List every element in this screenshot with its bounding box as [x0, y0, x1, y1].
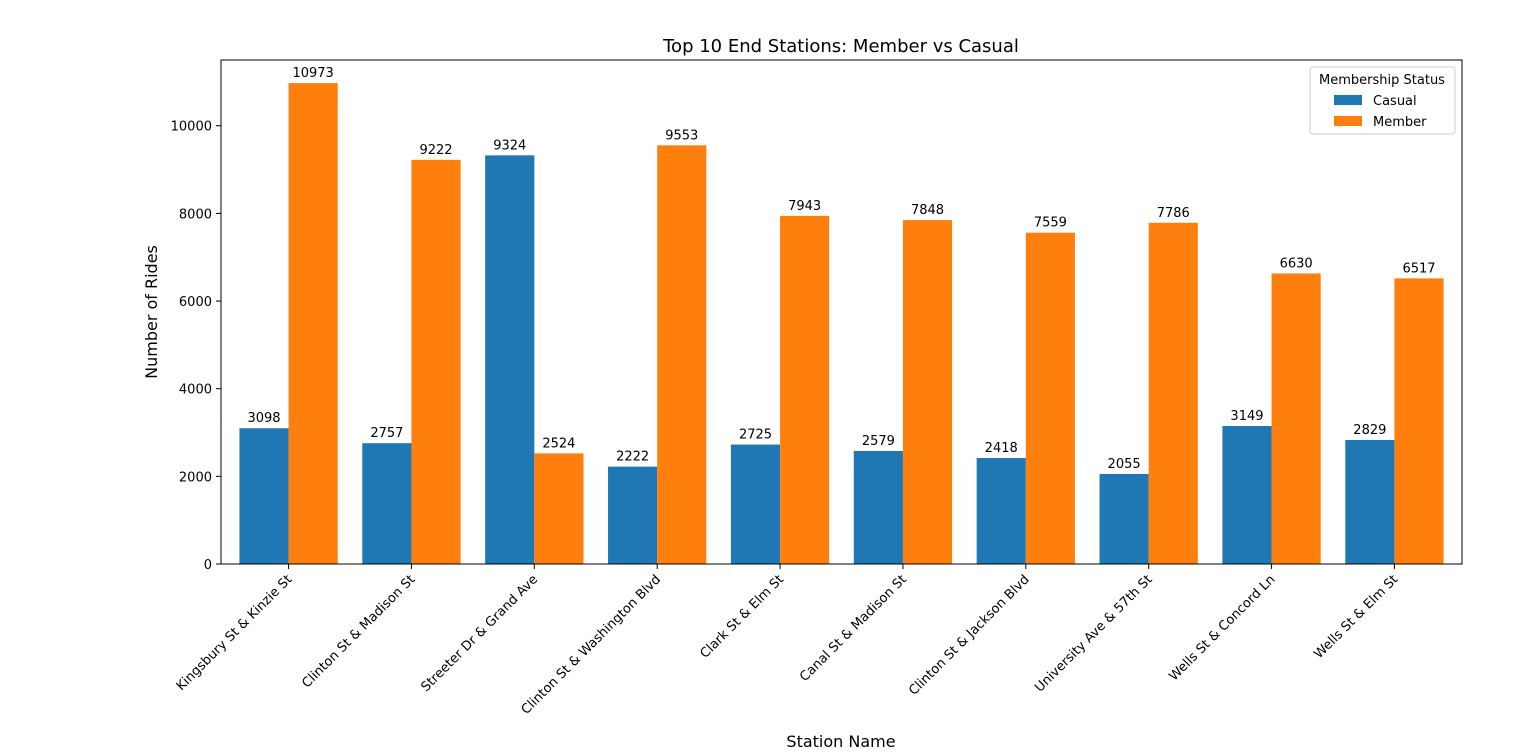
legend-swatch-member	[1334, 116, 1362, 126]
legend: Membership Status Casual Member	[1309, 66, 1456, 135]
bar-casual	[1222, 425, 1272, 564]
bar-casual	[608, 466, 658, 564]
bar-member	[288, 83, 338, 564]
data-label-casual: 9324	[493, 138, 526, 153]
bar-member	[411, 159, 461, 565]
data-label-member: 7786	[1157, 206, 1190, 221]
bar-casual	[362, 443, 412, 564]
data-label-casual: 2757	[370, 426, 403, 441]
y-axis-label: Number of Rides	[142, 245, 161, 379]
data-label-casual: 2222	[616, 450, 649, 465]
x-tick-label: University Ave & 57th St	[1032, 572, 1155, 695]
data-label-member: 7848	[911, 203, 944, 218]
data-label-casual: 3149	[1230, 409, 1263, 424]
bar-member	[902, 220, 953, 565]
x-tick-label: Canal St & Madison St	[797, 572, 910, 685]
data-labels-layer: 3098 2757 9324 2222 2725 2579 2418 2055 3149 2829…	[247, 66, 1435, 472]
y-tick-label: 2000	[179, 470, 212, 485]
plot-frame	[220, 59, 1463, 565]
y-tick-label: 4000	[179, 383, 212, 398]
x-tick-label: Clark St & Elm St	[698, 572, 787, 661]
bar-casual	[1345, 440, 1395, 564]
data-label-member: 7559	[1034, 216, 1067, 231]
x-tick-label: Clinton St & Washington Blvd	[519, 572, 664, 717]
data-label-member: 6517	[1402, 261, 1435, 276]
data-label-member: 9553	[665, 128, 698, 143]
bar-member	[1148, 222, 1198, 564]
x-tick-label: Wells St & Concord Ln	[1166, 572, 1278, 684]
x-tick-label: Wells St & Elm St	[1311, 572, 1401, 662]
legend-swatch-casual	[1334, 95, 1362, 105]
x-tick-label: Streeter Dr & Grand Ave	[418, 572, 541, 695]
y-tick-label: 10000	[171, 120, 212, 135]
legend-label-member: Member	[1373, 115, 1427, 130]
data-label-member: 9222	[419, 143, 452, 158]
bar-member	[657, 145, 707, 564]
data-label-casual: 2055	[1108, 457, 1141, 472]
bar-member	[1025, 232, 1075, 564]
x-tick-label: Kingsbury St & Kinzie St	[174, 572, 296, 694]
chart-title: Top 10 End Stations: Member vs Casual	[662, 36, 1019, 57]
x-axis-label: Station Name	[786, 732, 895, 751]
bars-layer	[239, 83, 1444, 565]
bar-casual	[485, 155, 535, 564]
bar-casual	[976, 458, 1026, 564]
data-label-member: 7943	[788, 199, 821, 214]
data-label-member: 2524	[542, 436, 575, 451]
data-label-member: 10973	[292, 66, 333, 81]
bar-casual	[239, 428, 289, 564]
legend-label-casual: Casual	[1373, 94, 1417, 109]
x-tick-label: Clinton St & Madison St	[299, 572, 418, 691]
data-label-casual: 2725	[739, 428, 772, 443]
bar-casual	[730, 444, 781, 564]
x-tick-label: Clinton St & Jackson Blvd	[906, 572, 1032, 698]
data-label-casual: 2579	[862, 434, 895, 449]
data-label-member: 6630	[1280, 256, 1313, 271]
data-label-casual: 2418	[985, 441, 1018, 456]
bar-casual	[1099, 473, 1149, 564]
y-tick-label: 0	[204, 558, 212, 573]
legend-title: Membership Status	[1319, 73, 1445, 88]
bar-casual	[853, 450, 903, 564]
y-tick-label: 8000	[179, 207, 212, 222]
data-label-casual: 2829	[1353, 423, 1386, 438]
y-tick-label: 6000	[179, 295, 212, 310]
bar-member	[534, 453, 584, 564]
bar-member	[1271, 273, 1321, 564]
bar-member	[780, 215, 830, 564]
bar-member	[1394, 278, 1444, 564]
data-label-casual: 3098	[247, 411, 280, 426]
